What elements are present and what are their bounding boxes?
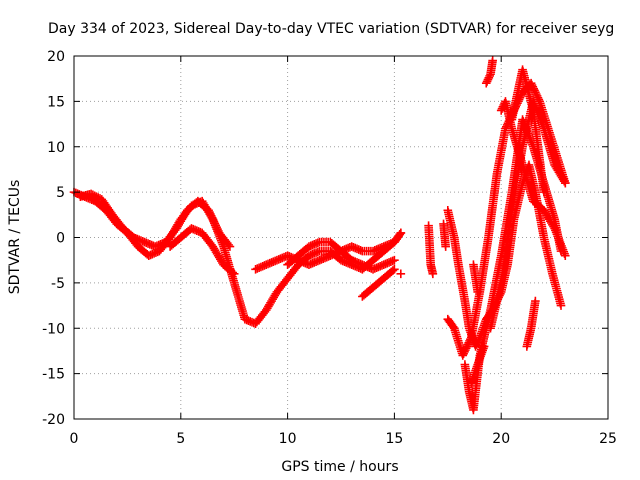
data-point [396,269,406,279]
x-tick-label: 10 [279,431,297,447]
y-tick-label: 10 [47,140,65,156]
series-track-b [76,189,235,251]
axis-tick-labels: 0 5 10 15 20 25 -20 -15 -10 -5 0 5 10 15 20 [42,49,617,447]
y-tick-label: 20 [47,49,65,65]
grid-lines [74,56,608,419]
x-tick-label: 5 [176,431,185,447]
series-track-h [424,221,438,279]
series-track-i [439,219,450,251]
data-point [488,56,497,65]
series-track-s [469,260,483,297]
data-point [539,187,549,197]
chart-title: Day 334 of 2023, Sidereal Day-to-day VTE… [48,21,614,37]
data-point [560,178,570,188]
y-tick-label: -10 [42,321,65,337]
data-point [388,266,398,275]
y-tick-label: -20 [42,412,65,428]
data-point [428,269,438,279]
x-tick-label: 15 [385,431,403,447]
series-track-f [358,264,399,301]
series-track-n [507,65,549,197]
data-point [225,242,235,251]
series-track-q [522,296,540,351]
y-tick-label: 0 [56,231,65,247]
y-tick-label: -15 [42,367,65,383]
data-point [473,287,483,297]
series-track-o [481,56,497,88]
data-point [390,264,399,274]
x-tick-label: 20 [492,431,510,447]
data-point [441,242,450,251]
data-point [396,228,406,238]
y-tick-label: -5 [51,276,65,292]
data-point [228,268,237,277]
axis-ticks [73,55,609,420]
data-point [531,296,540,306]
data-point [229,269,239,279]
x-tick-label: 25 [599,431,617,447]
y-tick-label: 15 [47,94,65,110]
data-point [390,255,399,265]
y-axis-label: SDTVAR / TECUs [7,180,23,295]
series-track-e [283,237,399,274]
data-points [69,56,570,415]
x-tick-label: 0 [70,431,79,447]
series-track-p [496,97,570,260]
series-track-c [165,224,239,279]
data-point [556,301,566,310]
x-axis-label: GPS time / hours [281,459,398,475]
series-track-r [466,342,489,387]
data-point [479,342,489,351]
y-tick-label: 5 [56,185,65,201]
series-track-g [396,269,406,279]
data-point [395,230,405,239]
series-track-m [486,97,570,333]
data-point [560,251,570,260]
